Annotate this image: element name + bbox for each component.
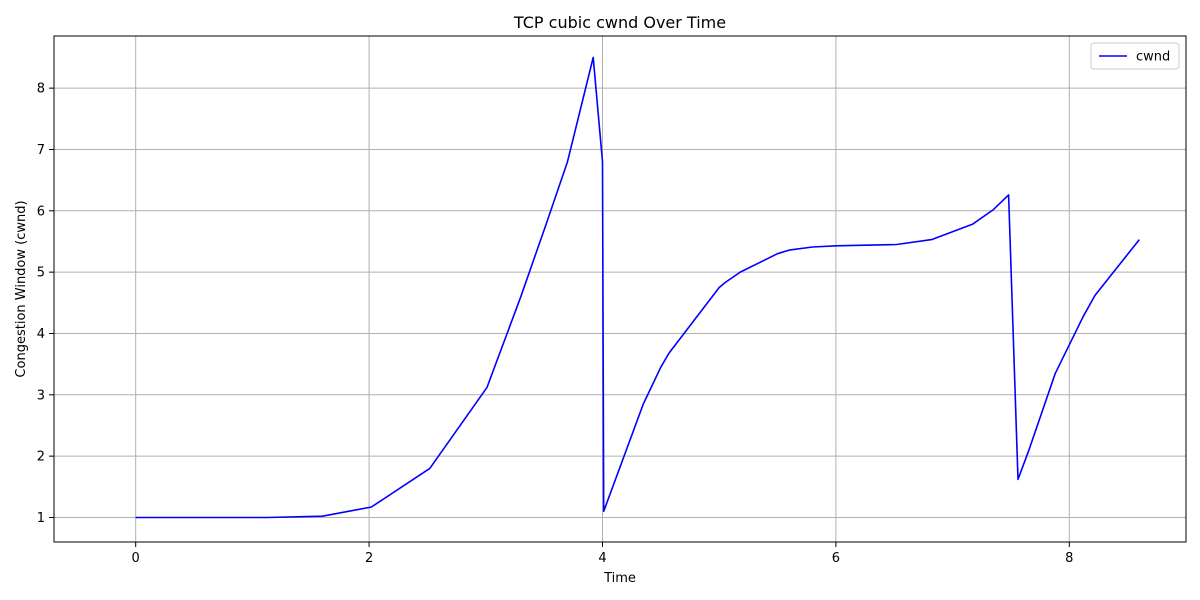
x-axis-label: Time <box>603 571 636 586</box>
y-axis-label: Congestion Window (cwnd) <box>14 200 29 377</box>
y-tick-label: 1 <box>37 511 45 526</box>
legend-box <box>1090 42 1180 70</box>
y-tick-label: 3 <box>37 388 45 403</box>
y-tick-label: 6 <box>37 204 45 219</box>
x-tick-label: 0 <box>132 551 140 566</box>
series-layer <box>135 56 1140 519</box>
y-tick-label: 8 <box>37 82 45 97</box>
legend-label: cwnd <box>1136 50 1170 65</box>
x-tick-label: 6 <box>832 551 840 566</box>
x-tick-label: 8 <box>1065 551 1073 566</box>
y-tick-label: 4 <box>37 327 45 342</box>
x-tick-label: 4 <box>598 551 606 566</box>
y-tick-label: 7 <box>37 143 45 158</box>
axis-ticks: 0 2 4 6 8 1 2 3 4 5 6 7 8 <box>37 82 1074 566</box>
x-tick-label: 2 <box>365 551 373 566</box>
legend: cwnd <box>1090 42 1180 70</box>
y-tick-label: 5 <box>37 266 45 281</box>
y-tick-label: 2 <box>37 450 45 465</box>
series-line-cwnd <box>135 56 1140 519</box>
plot-frame <box>53 35 1187 543</box>
chart-title: TCP cubic cwnd Over Time <box>513 13 726 32</box>
